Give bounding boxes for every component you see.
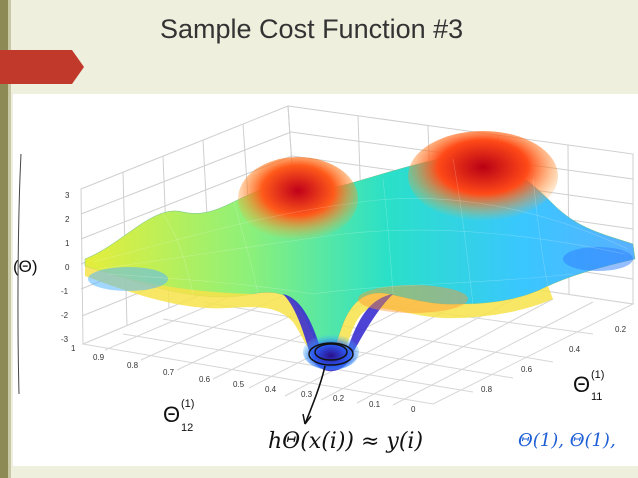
z-tick: 2 bbox=[65, 215, 70, 224]
theta-axis-label: (Θ) bbox=[13, 257, 38, 276]
svg-text:(1): (1) bbox=[591, 369, 604, 381]
svg-text:Θ: Θ bbox=[573, 372, 590, 397]
svg-text:Θ: Θ bbox=[163, 402, 180, 427]
x-tick: 0.9 bbox=[93, 353, 105, 362]
z-tick: 0 bbox=[65, 263, 70, 272]
slide-title: Sample Cost Function #3 bbox=[160, 14, 464, 44]
x-tick: 0.2 bbox=[333, 394, 345, 403]
x-tick: 0.8 bbox=[127, 361, 139, 370]
side-strip bbox=[0, 0, 8, 478]
y-tick: 0.8 bbox=[481, 385, 493, 394]
title-marker bbox=[0, 50, 84, 84]
handwritten-hypothesis: hΘ(x(i)) ≈ y(i) bbox=[268, 429, 423, 454]
x-tick: 0.3 bbox=[301, 390, 313, 399]
svg-text:12: 12 bbox=[181, 422, 193, 434]
svg-text:Θ(1), Θ(1),: Θ(1), Θ(1), bbox=[518, 430, 616, 451]
svg-text:hΘ(x(i)) ≈ y(i): hΘ(x(i)) ≈ y(i) bbox=[268, 429, 423, 454]
handwritten-circle bbox=[302, 342, 354, 425]
y-tick: 0.4 bbox=[569, 345, 581, 354]
x-tick: 0.6 bbox=[199, 375, 211, 384]
y-tick: 0.2 bbox=[615, 325, 627, 334]
z-tick: -1 bbox=[61, 287, 69, 296]
x-tick: 0.1 bbox=[369, 400, 381, 409]
z-tick: -2 bbox=[61, 311, 69, 320]
handwritten-params: Θ(1), Θ(1), bbox=[518, 430, 616, 451]
z-axis-ticks: 3 2 1 0 -1 -2 -3 bbox=[61, 191, 70, 344]
cost-function-figure: 3 2 1 0 -1 -2 -3 1 0.9 0.8 0.7 0.6 0.5 0… bbox=[13, 94, 638, 466]
svg-text:11: 11 bbox=[591, 391, 602, 403]
theta12-label: Θ (1) 12 bbox=[163, 398, 194, 434]
z-tick: -3 bbox=[61, 335, 69, 344]
x-tick: 1 bbox=[71, 344, 76, 353]
theta11-label: Θ (1) 11 bbox=[573, 369, 604, 403]
y-tick: 0.6 bbox=[521, 365, 533, 374]
z-tick: 3 bbox=[65, 191, 70, 200]
x-tick: 0.7 bbox=[163, 368, 175, 377]
y-axis-ticks: 0.2 0.4 0.6 0.8 bbox=[481, 325, 627, 394]
cost-surface bbox=[84, 131, 636, 372]
surface-plot: 3 2 1 0 -1 -2 -3 1 0.9 0.8 0.7 0.6 0.5 0… bbox=[13, 105, 636, 454]
x-tick: 0.4 bbox=[265, 385, 277, 394]
x-axis-ticks: 1 0.9 0.8 0.7 0.6 0.5 0.4 0.3 0.2 0.1 0 bbox=[71, 344, 416, 414]
x-tick: 0 bbox=[411, 405, 416, 414]
svg-text:(1): (1) bbox=[181, 398, 194, 410]
pen-stroke bbox=[17, 153, 22, 395]
z-tick: 1 bbox=[65, 239, 70, 248]
side-strip-accent bbox=[8, 0, 11, 478]
x-tick: 0.5 bbox=[233, 380, 245, 389]
